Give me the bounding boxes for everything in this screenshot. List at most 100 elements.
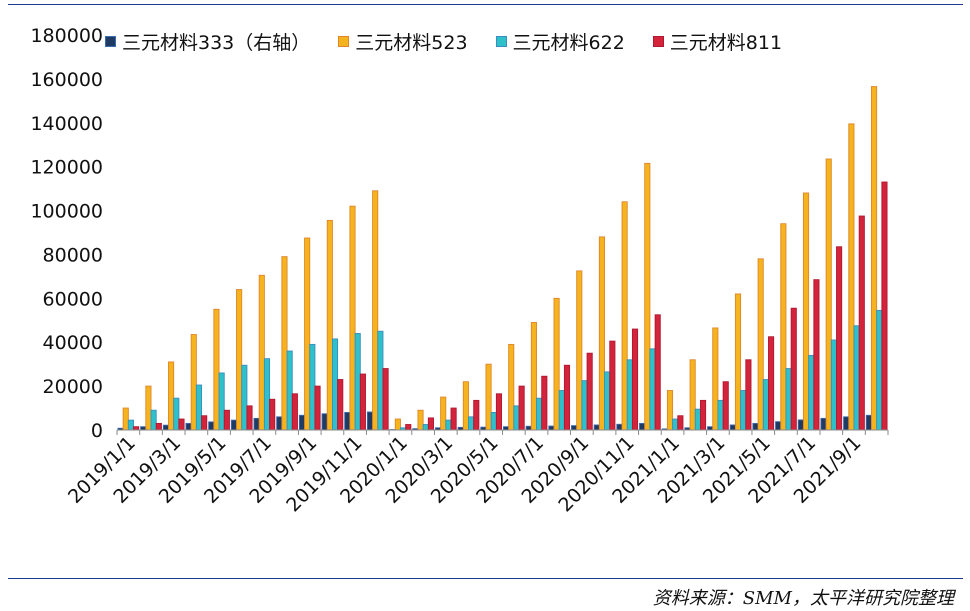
bar-333: [820, 417, 827, 431]
bar-811: [178, 418, 185, 431]
bar-622: [830, 339, 837, 431]
bar-811: [246, 405, 253, 431]
bar-523: [258, 274, 265, 431]
bar-523: [530, 322, 537, 431]
bar-523: [417, 409, 424, 431]
bar-622: [195, 384, 203, 431]
legend-swatch-523: [338, 36, 350, 47]
bar-811: [269, 398, 276, 431]
bar-523: [462, 381, 469, 431]
bar-811: [836, 246, 843, 431]
bar-333: [230, 419, 237, 431]
bar-811: [881, 181, 888, 431]
bar-811: [768, 336, 775, 431]
bar-523: [712, 327, 719, 431]
bar-811: [427, 417, 434, 431]
bar-523: [644, 162, 651, 431]
bar-622: [218, 372, 225, 431]
bar-811: [405, 424, 412, 431]
bar-333: [162, 424, 169, 431]
bar-811: [722, 381, 729, 431]
bar-523: [326, 219, 333, 431]
bar-811: [155, 422, 162, 431]
bar-622: [649, 348, 656, 431]
bar-333: [321, 413, 328, 431]
bar-622: [740, 390, 747, 431]
bar-622: [377, 330, 384, 431]
bar-523: [145, 385, 152, 431]
bar-333: [208, 421, 215, 431]
bar-622: [241, 364, 248, 431]
bar-523: [190, 334, 197, 431]
y-tick-label: 40000: [43, 332, 103, 354]
bar-523: [825, 158, 832, 431]
bar-523: [576, 270, 583, 431]
bar-523: [757, 258, 764, 431]
bar-622: [309, 343, 316, 431]
bar-622: [785, 368, 792, 431]
bar-811: [790, 307, 797, 431]
bar-333: [639, 422, 646, 431]
bar-622: [127, 419, 134, 431]
bar-622: [286, 350, 293, 431]
bar-622: [173, 397, 180, 431]
bar-811: [291, 393, 298, 431]
bar-333: [525, 425, 532, 431]
bar-333: [843, 416, 850, 431]
y-tick-label: 180000: [30, 25, 103, 47]
bar-333: [548, 425, 555, 431]
bar-811: [541, 375, 548, 431]
bar-622: [150, 409, 157, 431]
bar-622: [672, 418, 679, 431]
bar-523: [553, 297, 560, 431]
top-rule: [8, 4, 963, 5]
bar-523: [394, 418, 401, 431]
bar-811: [201, 415, 208, 431]
y-tick-label: 20000: [43, 376, 103, 398]
legend-item-333: 三元材料333（右轴）: [105, 28, 310, 55]
bottom-rule: [8, 578, 963, 579]
bar-523: [485, 363, 492, 431]
bar-811: [337, 379, 344, 431]
bar-333: [344, 411, 351, 431]
legend-item-622: 三元材料622: [495, 28, 625, 55]
bar-811: [518, 385, 525, 431]
bar-523: [236, 289, 243, 431]
legend-item-811: 三元材料811: [652, 28, 782, 55]
bar-333: [185, 422, 192, 431]
y-tick-label: 160000: [30, 69, 103, 91]
bar-811: [223, 409, 230, 431]
bar-811: [700, 399, 707, 431]
bar-333: [729, 424, 736, 431]
bar-333: [276, 416, 283, 431]
bar-333: [775, 421, 782, 431]
bar-333: [366, 411, 374, 431]
bar-622: [354, 332, 361, 431]
bar-622: [694, 408, 701, 431]
legend-label-333: 三元材料333（右轴）: [122, 32, 311, 54]
bar-811: [745, 359, 752, 431]
bar-622: [331, 338, 339, 431]
bar-523: [802, 192, 810, 431]
bar-622: [536, 397, 543, 431]
bar-523: [122, 407, 129, 431]
bar-622: [422, 424, 429, 431]
bar-811: [382, 368, 389, 431]
bar-811: [563, 364, 571, 431]
bar-523: [598, 236, 605, 431]
y-tick-label: 100000: [30, 201, 103, 223]
bar-811: [609, 340, 616, 431]
y-tick-label: 120000: [30, 157, 103, 179]
bar-811: [495, 393, 503, 431]
bar-523: [440, 396, 447, 431]
y-tick-label: 60000: [43, 288, 103, 310]
bar-523: [689, 359, 696, 431]
bar-811: [631, 328, 639, 431]
bar-333: [593, 424, 600, 431]
y-tick-label: 140000: [30, 113, 103, 135]
bar-622: [558, 390, 565, 431]
y-tick-label: 80000: [43, 244, 103, 266]
bar-622: [581, 380, 588, 431]
bar-622: [513, 405, 520, 431]
bar-523: [508, 343, 515, 431]
